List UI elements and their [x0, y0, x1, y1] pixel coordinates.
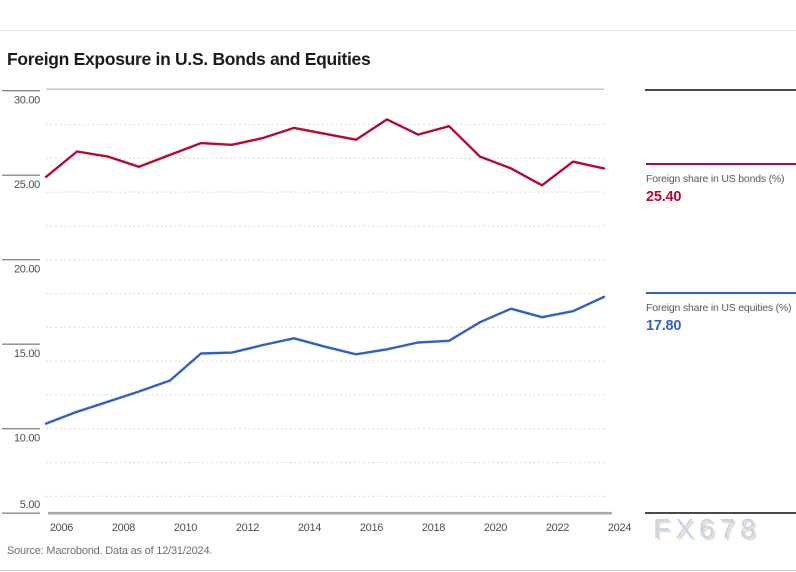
- y-tick-label: 20.00: [14, 264, 40, 276]
- legend-equities: Foreign share in US equities (%) 17.80: [646, 292, 796, 334]
- bottom-divider: [0, 570, 796, 571]
- equities-legend-line: [646, 292, 796, 294]
- x-tick-label: 2022: [546, 522, 569, 534]
- y-tick-label: 30.00: [14, 95, 40, 107]
- x-tick-label: 2020: [484, 522, 507, 534]
- x-tick-label: 2014: [298, 522, 321, 534]
- legend-panel-top-rule: [645, 89, 796, 91]
- source-note: Source: Macrobond. Data as of 12/31/2024…: [7, 545, 213, 557]
- chart-title: Foreign Exposure in U.S. Bonds and Equit…: [7, 49, 371, 69]
- y-tick-label: 25.00: [14, 179, 40, 191]
- bonds-legend-value: 25.40: [646, 189, 682, 205]
- x-tick-label: 2008: [112, 522, 135, 534]
- y-tick-label: 5.00: [20, 499, 40, 511]
- equities-legend-label: Foreign share in US equities (%): [646, 302, 792, 314]
- equities-series-line: [44, 295, 606, 425]
- legend-bonds: Foreign share in US bonds (%) 25.40: [646, 163, 796, 205]
- y-tick-label: 10.00: [14, 433, 40, 445]
- bonds-series-line: [44, 118, 606, 187]
- x-tick-label: 2010: [174, 522, 197, 534]
- fx678-watermark: FX678: [653, 513, 761, 544]
- legend-panel-bottom-rule: [645, 512, 796, 514]
- top-divider: [0, 30, 796, 31]
- bonds-legend-line: [646, 163, 796, 165]
- equities-legend-value: 17.80: [646, 318, 682, 334]
- x-tick-label: 2024: [608, 522, 631, 534]
- x-tick-label: 2016: [360, 522, 383, 534]
- y-tick-label: 15.00: [14, 348, 40, 360]
- x-tick-label: 2012: [236, 522, 259, 534]
- x-tick-label: 2018: [422, 522, 445, 534]
- x-tick-label: 2006: [50, 522, 73, 534]
- bonds-legend-label: Foreign share in US bonds (%): [646, 173, 785, 185]
